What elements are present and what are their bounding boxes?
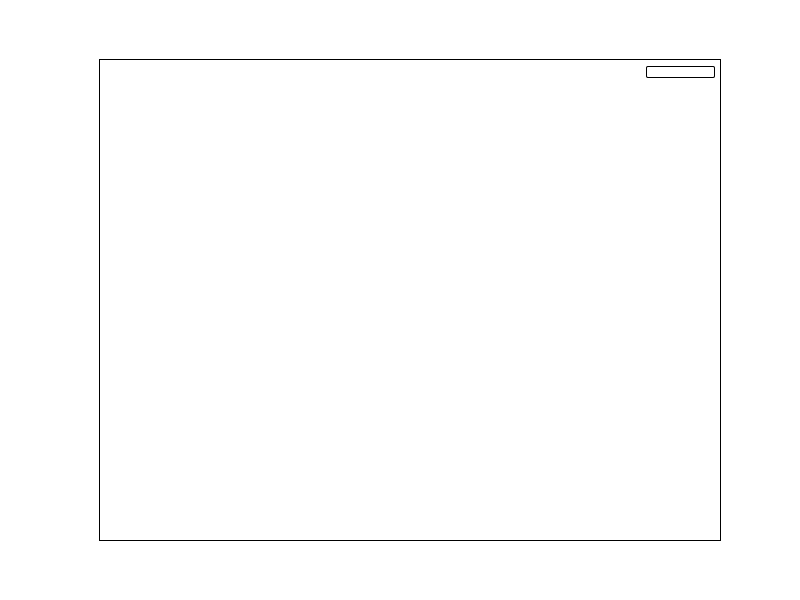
legend — [646, 66, 715, 78]
plot-area — [99, 59, 721, 541]
bar-labels-layer — [100, 60, 720, 540]
